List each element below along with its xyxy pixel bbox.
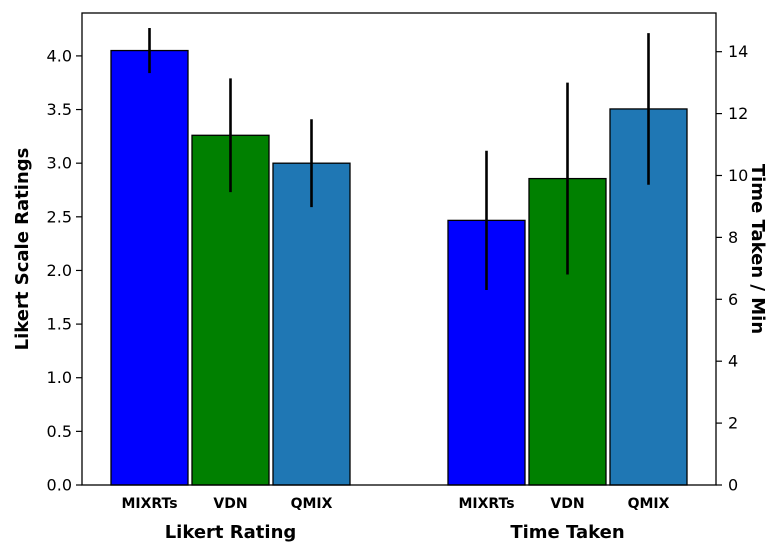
left-axis: 0.0 0.5 1.0 1.5 2.0 2.5 3.0 3.5 4.0 [47, 46, 82, 495]
left-tick-label: 1.5 [47, 315, 72, 334]
right-tick-label: 12 [728, 104, 748, 123]
category-label: MIXRTs [121, 496, 177, 512]
category-label: VDN [213, 496, 247, 512]
bars-layer [110, 49, 688, 486]
category-label: QMIX [291, 496, 333, 512]
category-labels: MIXRTs VDN QMIX MIXRTs VDN QMIX [121, 496, 669, 512]
left-tick-label: 2.0 [47, 261, 72, 280]
bar-likert-rating-qmix [272, 162, 351, 486]
category-label: MIXRTs [458, 496, 514, 512]
error-bars-layer [148, 28, 650, 291]
right-tick-label: 10 [728, 166, 748, 185]
left-tick-label: 1.0 [47, 368, 72, 387]
left-axis-title: Likert Scale Ratings [12, 148, 33, 351]
right-tick-label: 2 [728, 414, 738, 433]
right-tick-label: 4 [728, 352, 738, 371]
group-label: Likert Rating [165, 522, 297, 543]
right-axis-title: Time Taken / Min [747, 164, 768, 334]
left-tick-label: 0.5 [47, 422, 72, 441]
right-tick-label: 0 [728, 476, 738, 495]
group-label: Time Taken [510, 522, 624, 543]
right-tick-label: 14 [728, 42, 748, 61]
left-tick-label: 2.5 [47, 207, 72, 226]
right-axis: 0 2 4 6 8 10 12 14 [716, 42, 748, 495]
right-tick-label: 6 [728, 290, 738, 309]
right-tick-label: 8 [728, 228, 738, 247]
left-tick-label: 3.5 [47, 100, 72, 119]
left-tick-label: 0.0 [47, 476, 72, 495]
category-label: QMIX [628, 496, 670, 512]
category-label: VDN [550, 496, 584, 512]
left-tick-label: 3.0 [47, 154, 72, 173]
bar-likert-rating-mixrts [110, 49, 189, 486]
group-labels: Likert Rating Time Taken [165, 522, 625, 543]
plot-frame [81, 12, 717, 486]
left-tick-label: 4.0 [47, 46, 72, 65]
